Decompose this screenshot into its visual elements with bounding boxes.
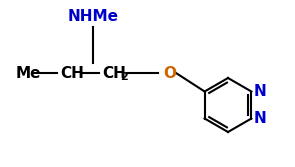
Text: CH: CH <box>102 65 126 80</box>
Text: CH: CH <box>60 65 84 80</box>
Text: Me: Me <box>15 65 41 80</box>
Text: N: N <box>253 111 266 126</box>
Text: 2: 2 <box>120 72 128 82</box>
Text: N: N <box>253 84 266 99</box>
Text: O: O <box>163 65 176 80</box>
Text: NHMe: NHMe <box>68 9 119 24</box>
